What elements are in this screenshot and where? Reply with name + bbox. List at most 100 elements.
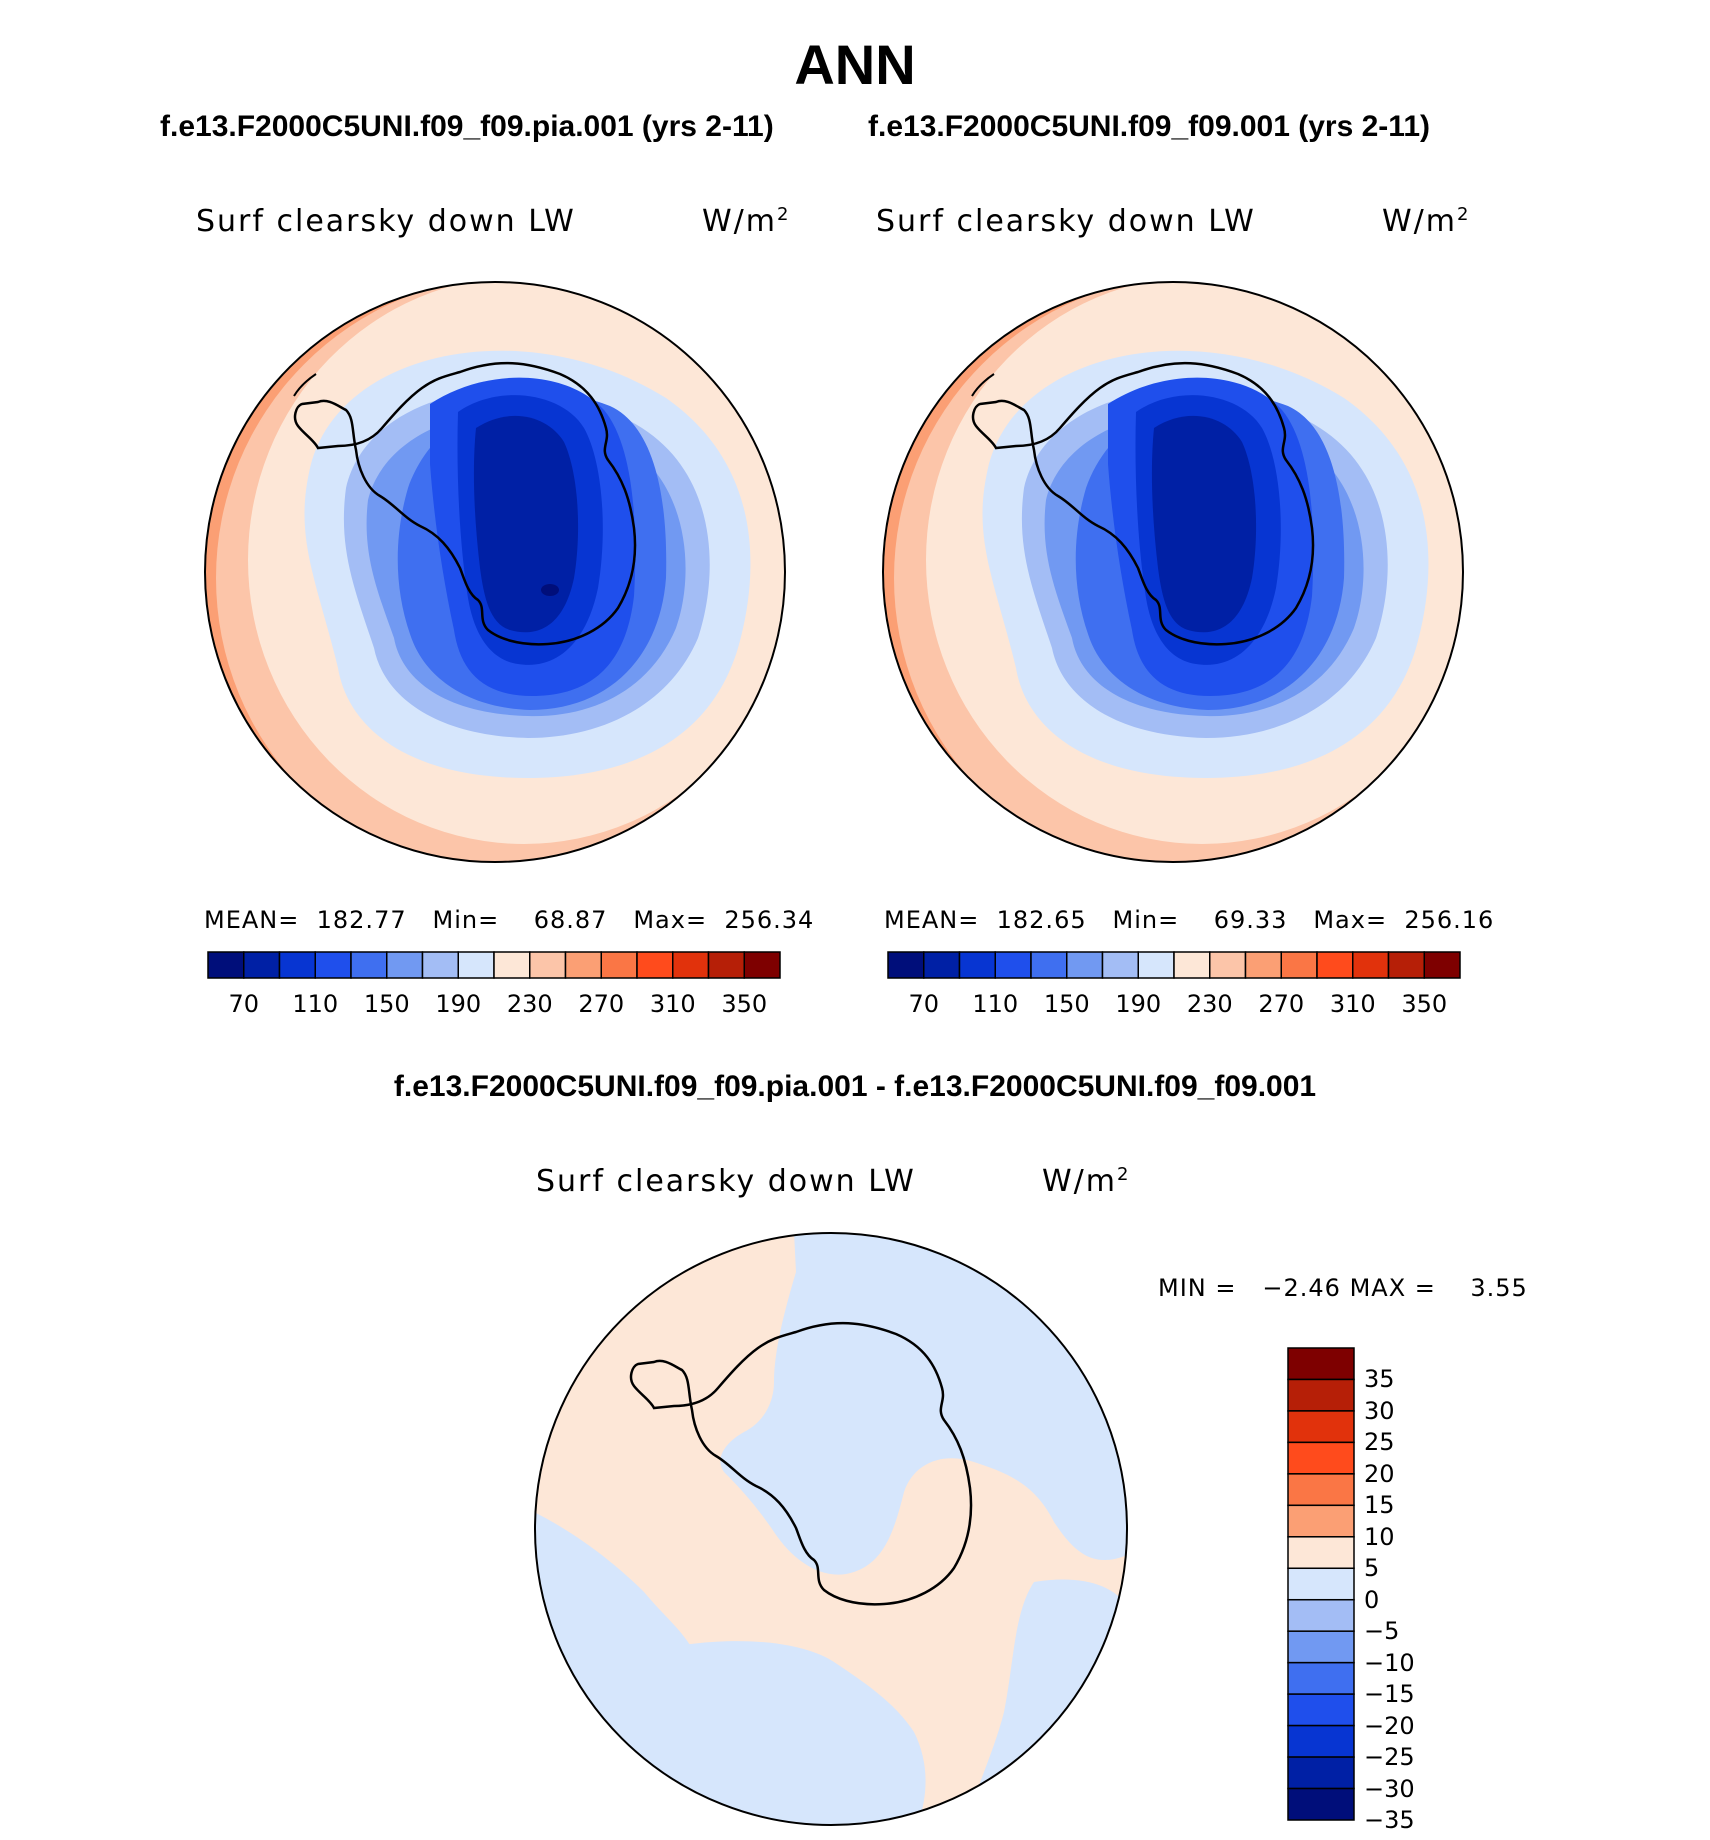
- colorbar-swatch: [1352, 951, 1390, 979]
- colorbar-swatch: [350, 951, 388, 979]
- polar-map-difference: [534, 1232, 1128, 1826]
- colorbar-tick-label: 70: [228, 990, 260, 1018]
- colorbar-swatch: [636, 951, 674, 979]
- diff-colorbar-tick-label: −15: [1364, 1680, 1415, 1709]
- variable-label-right: Surf clearsky down LW: [876, 204, 1256, 239]
- colorbar-tick-label: 310: [1329, 990, 1376, 1018]
- diff-colorbar-tick-label: 20: [1364, 1459, 1395, 1488]
- colorbar-left-ticks: 70 110 150 190 230 270 310 350: [206, 990, 782, 1020]
- diff-band-minus5-to-0: [639, 1641, 926, 1825]
- colorbar-swatch: [1030, 951, 1068, 979]
- variable-label-diff: Surf clearsky down LW: [536, 1164, 916, 1199]
- units-label-left: W/m2: [702, 204, 791, 239]
- diff-colorbar-swatch: [1287, 1567, 1355, 1601]
- diff-colorbar-swatch: [1287, 1504, 1355, 1538]
- colorbar-right: [887, 951, 1461, 979]
- colorbar-tick-label: 270: [578, 990, 625, 1018]
- stats-left: MEAN= 182.77 Min= 68.87 Max= 256.34: [204, 906, 815, 934]
- colorbar-tick-label: 350: [721, 990, 768, 1018]
- map-border: [882, 281, 1464, 863]
- diff-colorbar-swatch: [1287, 1724, 1355, 1758]
- polar-map-case2: [882, 281, 1464, 863]
- polar-map-case1: [204, 281, 786, 863]
- case-title-right: f.e13.F2000C5UNI.f09_f09.001 (yrs 2-11): [868, 110, 1431, 143]
- antarctica-coastline: [293, 361, 637, 646]
- colorbar-tick-label: 150: [363, 990, 410, 1018]
- diff-colorbar-tick-label: 25: [1364, 1428, 1395, 1457]
- diff-colorbar-tick-label: −5: [1364, 1617, 1400, 1646]
- colorbar-tick-label: 230: [1186, 990, 1233, 1018]
- colorbar-swatch: [1316, 951, 1354, 979]
- field-band-90: [473, 415, 579, 633]
- diff-colorbar-swatch: [1287, 1536, 1355, 1570]
- figure-title: ANN: [794, 33, 916, 96]
- peninsula-coast: [971, 373, 995, 397]
- colorbar-tick-label: 190: [1115, 990, 1162, 1018]
- variable-label-left: Surf clearsky down LW: [196, 204, 576, 239]
- colorbar-swatch: [529, 951, 567, 979]
- colorbar-swatch: [493, 951, 531, 979]
- difference-title: f.e13.F2000C5UNI.f09_f09.pia.001 - f.e13…: [393, 1070, 1317, 1103]
- colorbar-right-ticks: 70 110 150 190 230 270 310 350: [886, 990, 1462, 1020]
- colorbar-difference: [1287, 1347, 1355, 1821]
- colorbar-swatch: [564, 951, 602, 979]
- colorbar-tick-label: 110: [292, 990, 339, 1018]
- field-band-90: [1151, 415, 1257, 633]
- colorbar-tick-label: 350: [1401, 990, 1448, 1018]
- case-title-left: f.e13.F2000C5UNI.f09_f09.pia.001 (yrs 2-…: [160, 110, 774, 143]
- colorbar-swatch: [1101, 951, 1139, 979]
- colorbar-swatch: [743, 951, 781, 979]
- colorbar-swatch: [1280, 951, 1318, 979]
- colorbar-swatch: [207, 951, 245, 979]
- colorbar-tick-label: 150: [1043, 990, 1090, 1018]
- map-border: [204, 281, 786, 863]
- diff-colorbar-swatch: [1287, 1410, 1355, 1444]
- diff-colorbar-swatch: [1287, 1756, 1355, 1790]
- colorbar-swatch: [314, 951, 352, 979]
- diff-colorbar-swatch: [1287, 1661, 1355, 1695]
- colorbar-swatch: [278, 951, 316, 979]
- diff-colorbar-tick-label: 10: [1364, 1522, 1395, 1551]
- diff-colorbar-swatch: [1287, 1693, 1355, 1727]
- diff-colorbar-swatch: [1287, 1347, 1355, 1381]
- diff-colorbar-tick-label: 15: [1364, 1491, 1395, 1520]
- colorbar-tick-label: 310: [649, 990, 696, 1018]
- colorbar-swatch: [923, 951, 961, 979]
- diff-colorbar-tick-label: −30: [1364, 1774, 1415, 1803]
- diff-colorbar-tick-label: −20: [1364, 1711, 1415, 1740]
- colorbar-tick-label: 270: [1258, 990, 1305, 1018]
- units-label-right: W/m2: [1382, 204, 1471, 239]
- diff-colorbar-tick-label: 5: [1364, 1554, 1380, 1583]
- colorbar-swatch: [1066, 951, 1104, 979]
- diff-colorbar-swatch: [1287, 1441, 1355, 1475]
- map-border: [534, 1232, 1128, 1826]
- colorbar-tick-label: 230: [506, 990, 553, 1018]
- peninsula-coast: [293, 373, 317, 397]
- colorbar-left: [207, 951, 781, 979]
- colorbar-swatch: [1209, 951, 1247, 979]
- field-band-70: [541, 584, 559, 596]
- colorbar-swatch: [1423, 951, 1461, 979]
- colorbar-tick-label: 70: [908, 990, 940, 1018]
- colorbar-swatch: [958, 951, 996, 979]
- colorbar-swatch: [1244, 951, 1282, 979]
- colorbar-swatch: [1387, 951, 1425, 979]
- colorbar-swatch: [707, 951, 745, 979]
- diff-stats: MIN = −2.46 MAX = 3.55: [1158, 1274, 1528, 1302]
- colorbar-difference-ticks: 35 30 25 20 15 10 5 0 −5 −10 −15 −20 −25 −30 −35: [1364, 1346, 1454, 1834]
- colorbar-swatch: [994, 951, 1032, 979]
- colorbar-swatch: [887, 951, 925, 979]
- diff-colorbar-swatch: [1287, 1598, 1355, 1632]
- diff-colorbar-tick-label: 35: [1364, 1365, 1395, 1394]
- colorbar-swatch: [600, 951, 638, 979]
- diff-band-minus5-to-0: [720, 1233, 1127, 1575]
- diff-colorbar-swatch: [1287, 1630, 1355, 1664]
- antarctica-coastline: [971, 361, 1315, 646]
- diff-colorbar-tick-label: 0: [1364, 1585, 1380, 1614]
- diff-colorbar-swatch: [1287, 1787, 1355, 1821]
- colorbar-swatch: [386, 951, 424, 979]
- diff-colorbar-tick-label: 30: [1364, 1396, 1395, 1425]
- units-label-diff: W/m2: [1042, 1164, 1131, 1199]
- stats-right: MEAN= 182.65 Min= 69.33 Max= 256.16: [884, 906, 1495, 934]
- diff-colorbar-tick-label: −35: [1364, 1806, 1415, 1834]
